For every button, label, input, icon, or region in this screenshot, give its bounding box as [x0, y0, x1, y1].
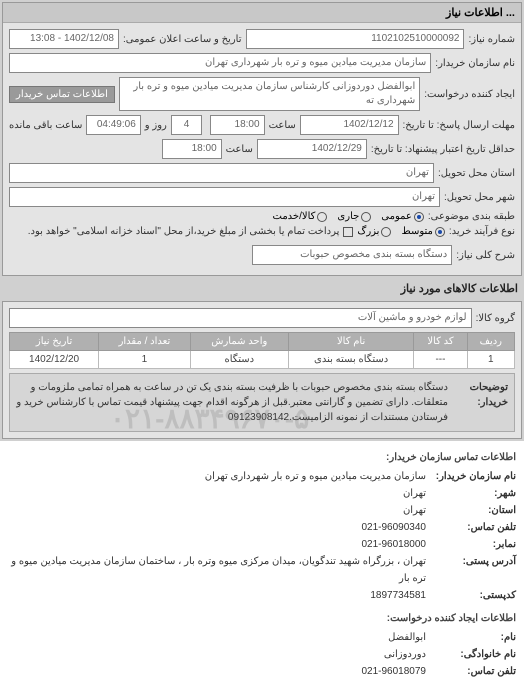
- group-label: گروه کالا:: [476, 313, 515, 324]
- city-label: شهر:: [426, 485, 516, 502]
- process-type-label: نوع فرآیند خرید:: [449, 226, 515, 237]
- needs-info-header: ... اطلاعات نیاز: [3, 3, 521, 23]
- goods-info-title: اطلاعات کالاهای مورد نیاز: [0, 278, 524, 299]
- th-row: ردیف: [467, 333, 514, 351]
- public-datetime-field: 1402/12/08 - 13:08: [9, 29, 119, 49]
- delivery-province-field: تهران: [9, 163, 434, 183]
- desc-text: دستگاه بسته بندی مخصوص حبوبات با ظرفیت ب…: [16, 380, 448, 425]
- process-note: پرداخت تمام یا بخشی از مبلغ خرید،از محل …: [28, 226, 340, 237]
- delivery-city-label: شهر محل تحویل:: [444, 192, 515, 203]
- deadline-time-field: 18:00: [210, 115, 264, 135]
- buyer-description-box: توضیحات خریدار: دستگاه بسته بندی مخصوص ح…: [9, 373, 515, 432]
- delivery-city-field: تهران: [9, 187, 440, 207]
- name-value: ابوالفضل: [388, 629, 426, 646]
- rphone-label: تلفن تماس:: [426, 663, 516, 680]
- td-unit: دستگاه: [190, 351, 288, 369]
- requester-field: ابوالفضل دوردوزانی کارشناس سازمان مدیریت…: [119, 77, 420, 111]
- buyer-name-label: نام سازمان خریدار:: [435, 58, 515, 69]
- fax-value: 021-96018000: [361, 536, 426, 553]
- budget-radio-cons[interactable]: کالا/خدمت: [273, 211, 328, 222]
- budget-type-label: طبقه بندی موضوعی:: [428, 211, 515, 222]
- lname-value: دوردوزانی: [384, 646, 426, 663]
- days-remaining-field: 4: [171, 115, 202, 135]
- requester-info-title: اطلاعات ایجاد کننده درخواست:: [8, 610, 516, 627]
- delivery-province-label: استان محل تحویل:: [438, 168, 515, 179]
- need-title-label: شرح کلی نیاز:: [456, 250, 515, 261]
- request-no-field: 1102102510000092: [246, 29, 465, 49]
- valid-date-field: 1402/12/29: [257, 139, 367, 159]
- process-radio-big[interactable]: بزرگ: [357, 226, 391, 237]
- td-code: ---: [414, 351, 467, 369]
- th-unit: واحد شمارش: [190, 333, 288, 351]
- rphone-value: 021-96018079: [361, 663, 426, 680]
- td-name: دستگاه بسته بندی: [288, 351, 413, 369]
- lname-label: نام خانوادگی:: [426, 646, 516, 663]
- phone-value: 021-96090340: [361, 519, 426, 536]
- fax-label: نمابر:: [426, 536, 516, 553]
- city-value: تهران: [403, 485, 426, 502]
- th-code: کد کالا: [414, 333, 467, 351]
- goods-info-panel: گروه کالا: لوازم خودرو و ماشین آلات ردیف…: [2, 301, 522, 439]
- org-value: سازمان مدیریت میادین میوه و تره بار شهرد…: [205, 468, 426, 485]
- buyer-contact-button[interactable]: اطلاعات تماس خریدار: [9, 86, 115, 103]
- need-title-field: دستگاه بسته بندی مخصوص حبوبات: [252, 245, 452, 265]
- org-label: نام سازمان خریدار:: [426, 468, 516, 485]
- treasury-checkbox[interactable]: [343, 227, 353, 237]
- table-header-row: ردیف کد کالا نام کالا واحد شمارش تعداد /…: [10, 333, 515, 351]
- post-label: کدپستی:: [426, 587, 516, 604]
- request-no-label: شماره نیاز:: [468, 34, 515, 45]
- process-opt-mid-label: متوسط: [401, 226, 432, 237]
- valid-time-label: ساعت: [226, 144, 253, 155]
- budget-opt-cons-label: کالا/خدمت: [273, 211, 316, 222]
- phone-label: تلفن تماس:: [426, 519, 516, 536]
- valid-time-field: 18:00: [162, 139, 222, 159]
- buyer-name-field: سازمان مدیریت میادین میوه و تره بار شهرد…: [9, 53, 431, 73]
- deadline-label: مهلت ارسال پاسخ: تا تاریخ:: [403, 120, 515, 131]
- process-opt-big-label: بزرگ: [357, 226, 379, 237]
- budget-radio-goods[interactable]: عمومی: [381, 211, 424, 222]
- name-label: نام:: [426, 629, 516, 646]
- process-radio-mid[interactable]: متوسط: [401, 226, 444, 237]
- process-radio-group: متوسط بزرگ: [357, 226, 445, 237]
- deadline-time-label: ساعت: [269, 120, 296, 131]
- post-value: 1897734581: [370, 587, 426, 604]
- td-row: 1: [467, 351, 514, 369]
- desc-label: توضیحات خریدار:: [448, 380, 508, 425]
- th-qty: تعداد / مقدار: [99, 333, 191, 351]
- th-date: تاریخ نیاز: [10, 333, 99, 351]
- td-date: 1402/12/20: [10, 351, 99, 369]
- days-label: روز و: [145, 120, 167, 131]
- deadline-date-field: 1402/12/12: [300, 115, 399, 135]
- budget-opt-goods-label: عمومی: [381, 211, 412, 222]
- budget-opt-srv-label: جاری: [337, 211, 359, 222]
- needs-info-panel: ... اطلاعات نیاز شماره نیاز: 11021025100…: [2, 2, 522, 276]
- valid-to-label: حداقل تاریخ اعتبار پیشنهاد: تا تاریخ:: [371, 144, 515, 155]
- requester-label: ایجاد کننده درخواست:: [424, 89, 515, 100]
- th-name: نام کالا: [288, 333, 413, 351]
- budget-radio-group: عمومی جاری کالا/خدمت: [273, 211, 424, 222]
- province-value: تهران: [403, 502, 426, 519]
- time-remaining-field: 04:49:06: [86, 115, 140, 135]
- group-field: لوازم خودرو و ماشین آلات: [9, 308, 472, 328]
- goods-table: ردیف کد کالا نام کالا واحد شمارش تعداد /…: [9, 332, 515, 369]
- budget-radio-srv[interactable]: جاری: [337, 211, 371, 222]
- address-value: تهران ، بزرگراه شهید تندگویان، میدان مرک…: [8, 553, 426, 587]
- table-row: 1 --- دستگاه بسته بندی دستگاه 1 1402/12/…: [10, 351, 515, 369]
- province-label: استان:: [426, 502, 516, 519]
- contact-title: اطلاعات تماس سازمان خریدار:: [8, 449, 516, 466]
- footer-contact: اطلاعات تماس سازمان خریدار: نام سازمان خ…: [0, 441, 524, 688]
- public-datetime-label: تاریخ و ساعت اعلان عمومی:: [123, 34, 242, 45]
- address-label: آدرس پستی:: [426, 553, 516, 587]
- td-qty: 1: [99, 351, 191, 369]
- remaining-label: ساعت باقی مانده: [9, 120, 82, 131]
